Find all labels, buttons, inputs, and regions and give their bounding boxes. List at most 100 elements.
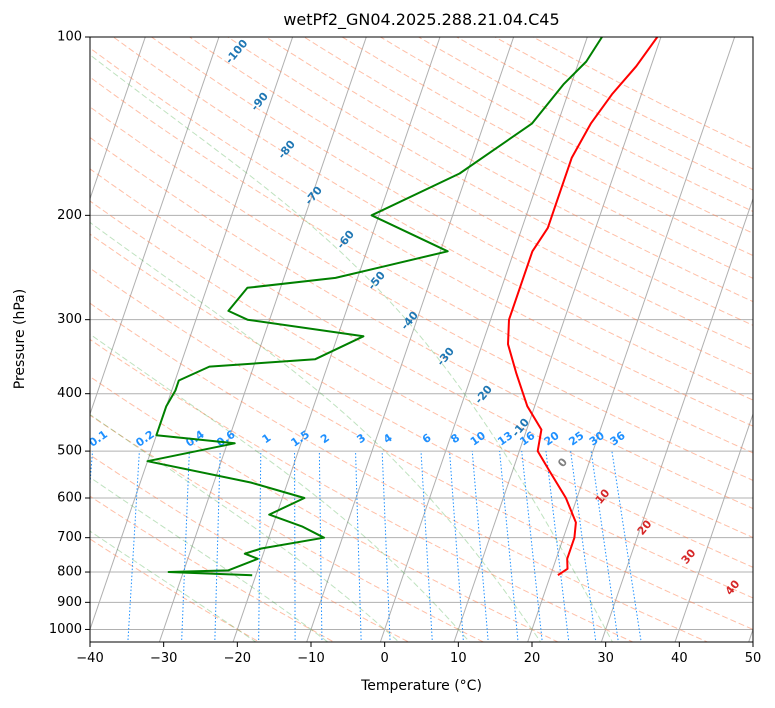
moist-adiabat [90, 221, 542, 642]
isotherm-gridline [674, 412, 753, 642]
y-tick-label: 600 [57, 491, 82, 506]
mixing-ratio-label: 10 [468, 429, 488, 449]
y-tick-label: 300 [57, 312, 82, 327]
mixing-ratio-label: 25 [566, 429, 586, 448]
dry-adiabat-label: -100 [223, 37, 251, 67]
mixing-ratio-line [420, 451, 433, 642]
moist-adiabat [90, 54, 613, 642]
chart-title: wetPf2_GN04.2025.288.21.04.C45 [283, 10, 560, 29]
y-tick-label: 400 [57, 386, 82, 401]
isotherm-gridline [232, 37, 441, 642]
dry-adiabat [417, 37, 753, 212]
x-tick-label: −10 [297, 651, 324, 666]
mixing-ratio-line [318, 451, 323, 642]
mixing-ratio-line [590, 451, 619, 642]
mixing-ratio-line [127, 451, 140, 642]
x-tick-label: 0 [381, 651, 389, 666]
mixing-ratio-line [181, 451, 190, 642]
dry-adiabat-label: -50 [365, 269, 388, 293]
mixing-ratio-line [449, 451, 464, 642]
mixing-ratio-line [611, 451, 642, 642]
mixing-ratio-line [355, 451, 362, 642]
dry-adiabat [90, 495, 335, 642]
mixing-ratio-line [570, 451, 597, 642]
moist-adiabat [90, 333, 471, 642]
dry-adiabat [531, 37, 753, 150]
y-tick-label: 100 [57, 30, 82, 45]
x-tick-label: 40 [671, 651, 688, 666]
dry-adiabat [90, 136, 753, 510]
moist-adiabat [90, 530, 257, 642]
plot-frame [89, 36, 754, 643]
dry-adiabat [455, 37, 753, 191]
mixing-ratio-line [258, 451, 262, 642]
isotherm-gridline [600, 197, 753, 642]
mixing-ratio-label: 6 [420, 431, 434, 446]
isotherm-gridline [453, 37, 662, 642]
mixing-ratio-label: 2 [318, 431, 332, 446]
dry-adiabat [90, 267, 753, 630]
dry-adiabat [112, 37, 753, 401]
dry-adiabat-label: 40 [723, 577, 743, 597]
isotherm-gridline [0, 24, 2, 654]
y-tick-label: 200 [57, 208, 82, 223]
y-tick-label: 900 [57, 595, 82, 610]
isotherm-gridline [527, 37, 736, 642]
dry-adiabat [341, 37, 753, 257]
dry-adiabat [90, 168, 753, 539]
y-tick-label: 1000 [49, 622, 82, 637]
y-axis-label: Pressure (hPa) [12, 288, 28, 390]
dry-adiabat [90, 538, 261, 642]
isotherm-gridline [90, 37, 146, 201]
x-tick-label: 50 [745, 651, 762, 666]
dry-adiabat [265, 37, 753, 303]
mixing-ratio-label: 36 [608, 429, 628, 449]
dry-adiabat [303, 37, 753, 279]
x-tick-label: −40 [76, 651, 103, 666]
isotherm-gridline [748, 627, 753, 642]
mixing-ratio-label: 3 [354, 431, 368, 446]
y-tick-label: 800 [57, 565, 82, 580]
dry-adiabat [188, 37, 753, 351]
mixing-ratio-line [471, 451, 489, 642]
dry-adiabat [90, 106, 753, 481]
dry-adiabat [90, 338, 634, 642]
dry-adiabat-label: 10 [593, 486, 613, 506]
mixing-ratio-label: 4 [381, 431, 395, 446]
mixing-ratio-label: 20 [542, 429, 562, 449]
dry-adiabat [379, 37, 753, 234]
dry-adiabat [90, 76, 753, 454]
x-tick-label: −30 [150, 651, 177, 666]
isotherm-gridline [379, 37, 588, 642]
y-tick-label: 700 [57, 530, 82, 545]
x-tick-label: 10 [450, 651, 467, 666]
dry-adiabat [90, 200, 753, 568]
y-tick-label: 500 [57, 444, 82, 459]
mixing-ratio-label: 30 [587, 429, 607, 449]
temperature-profile-line [507, 37, 659, 577]
mixing-ratio-line [521, 451, 543, 642]
mixing-ratio-label: 8 [448, 431, 462, 446]
mixing-ratio-line [499, 451, 519, 642]
dry-adiabat [90, 47, 753, 427]
dry-adiabat [90, 302, 709, 642]
mixing-ratio-line [294, 451, 296, 642]
moist-adiabat [90, 476, 329, 642]
isotherm-gridline [90, 37, 220, 416]
dry-adiabat-label: -80 [275, 138, 298, 162]
dry-adiabat-label: -60 [334, 228, 357, 252]
x-axis-label: Temperature (°C) [361, 678, 482, 694]
mixing-ratio-line [381, 451, 391, 642]
dry-adiabat [90, 414, 485, 642]
mixing-ratio-line [214, 451, 221, 642]
dry-adiabat-label: 30 [679, 546, 699, 566]
isotherm-gridline [90, 37, 294, 631]
dry-adiabat-label: -20 [472, 383, 495, 407]
x-tick-label: −20 [224, 651, 251, 666]
dry-adiabat [90, 454, 410, 642]
dry-adiabat [90, 376, 560, 642]
dry-adiabat [226, 37, 753, 326]
isotherm-gridline [158, 37, 367, 642]
